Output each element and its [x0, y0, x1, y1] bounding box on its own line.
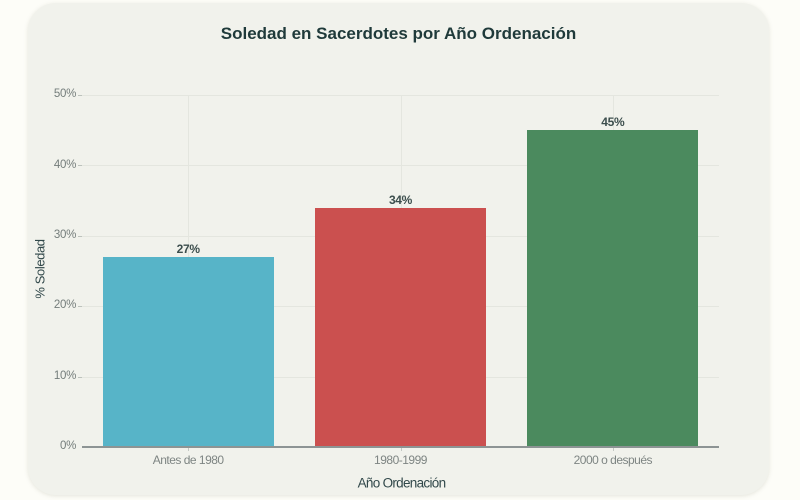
bar-1[interactable]: [102, 256, 274, 447]
x-axis-line: [82, 446, 719, 448]
y-tick-mark: [77, 165, 82, 167]
y-tick-label: 30%: [53, 229, 76, 241]
y-gridline: [78, 95, 719, 96]
bar-value-label: 34%: [388, 192, 413, 207]
plot-area: 0% 10% 20% 30% 40% 50% 27% 34% 45% Antes de 1980 1…: [28, 3, 769, 495]
x-category-label: Antes de 1980: [152, 452, 224, 467]
y-tick-label: 0%: [59, 440, 76, 453]
y-tick-mark: [77, 235, 82, 237]
bar-3[interactable]: [527, 130, 699, 447]
bar-2[interactable]: [315, 207, 486, 447]
y-tick-label: 10%: [53, 369, 76, 382]
y-tick-mark: [77, 306, 82, 308]
y-tick-label: 20%: [53, 299, 76, 312]
y-tick-mark: [77, 95, 82, 96]
x-tick-mark: [612, 448, 614, 451]
x-tick-mark: [188, 448, 190, 451]
y-tick-label: 50%: [53, 88, 76, 101]
y-tick-label: 40%: [53, 158, 76, 171]
y-axis-title: % Soledad: [32, 238, 48, 299]
y-gridline: [78, 165, 719, 167]
x-category-label: 2000 o después: [573, 452, 653, 467]
x-axis-title: Año Ordenación: [357, 475, 446, 490]
y-tick-mark: [77, 376, 82, 378]
x-tick-mark: [400, 448, 402, 451]
chart-title: Soledad en Sacerdotes por Año Ordenación: [220, 24, 577, 43]
bar-value-label: 27%: [176, 241, 200, 256]
chart-card: Soledad en Sacerdotes por Año Ordenación…: [28, 3, 769, 495]
x-category-label: 1980-1999: [374, 452, 427, 467]
bar-value-label: 45%: [601, 115, 625, 130]
